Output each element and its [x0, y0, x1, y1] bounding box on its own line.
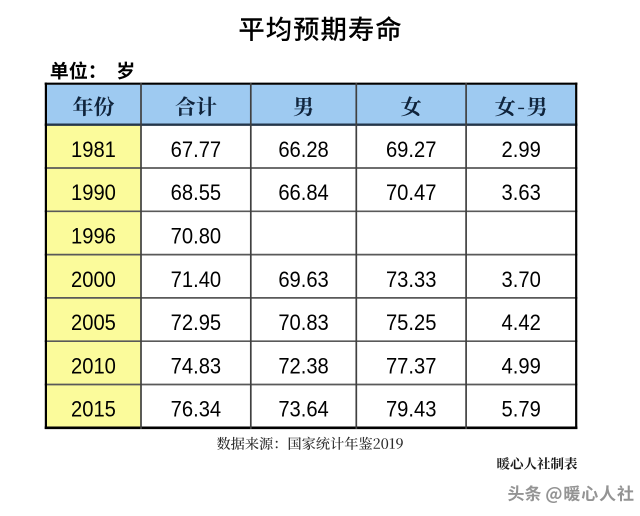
svg-text:75.25: 75.25	[386, 310, 436, 335]
svg-text:77.37: 77.37	[386, 353, 436, 378]
svg-text:70.83: 70.83	[278, 310, 328, 335]
svg-text:66.84: 66.84	[278, 180, 329, 205]
svg-text:2005: 2005	[71, 310, 116, 335]
svg-text:69.27: 69.27	[386, 137, 436, 162]
svg-text:4.99: 4.99	[502, 353, 541, 378]
svg-text:72.38: 72.38	[278, 353, 328, 378]
svg-text:70.47: 70.47	[386, 180, 436, 205]
svg-text:76.34: 76.34	[171, 397, 222, 422]
svg-text:1990: 1990	[71, 180, 116, 205]
svg-text:2015: 2015	[71, 397, 116, 422]
svg-text:73.64: 73.64	[278, 397, 329, 422]
svg-text:70.80: 70.80	[171, 223, 221, 248]
svg-text:67.77: 67.77	[171, 137, 221, 162]
svg-text:2010: 2010	[71, 353, 116, 378]
svg-text:79.43: 79.43	[386, 397, 436, 422]
svg-text:2.99: 2.99	[502, 137, 541, 162]
svg-text:68.55: 68.55	[171, 180, 221, 205]
svg-text:69.63: 69.63	[278, 267, 328, 292]
svg-text:2000: 2000	[71, 267, 116, 292]
svg-text:66.28: 66.28	[278, 137, 328, 162]
svg-text:73.33: 73.33	[386, 267, 436, 292]
svg-text:1981: 1981	[71, 137, 116, 162]
svg-text:3.63: 3.63	[502, 180, 541, 205]
svg-text:74.83: 74.83	[171, 353, 221, 378]
svg-text:71.40: 71.40	[171, 267, 221, 292]
svg-text:1996: 1996	[71, 223, 116, 248]
svg-text:5.79: 5.79	[502, 397, 541, 422]
svg-text:4.42: 4.42	[502, 310, 541, 335]
svg-text:72.95: 72.95	[171, 310, 221, 335]
svg-text:3.70: 3.70	[502, 267, 541, 292]
